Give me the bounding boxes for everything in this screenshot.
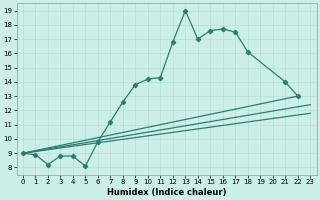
- X-axis label: Humidex (Indice chaleur): Humidex (Indice chaleur): [107, 188, 226, 197]
